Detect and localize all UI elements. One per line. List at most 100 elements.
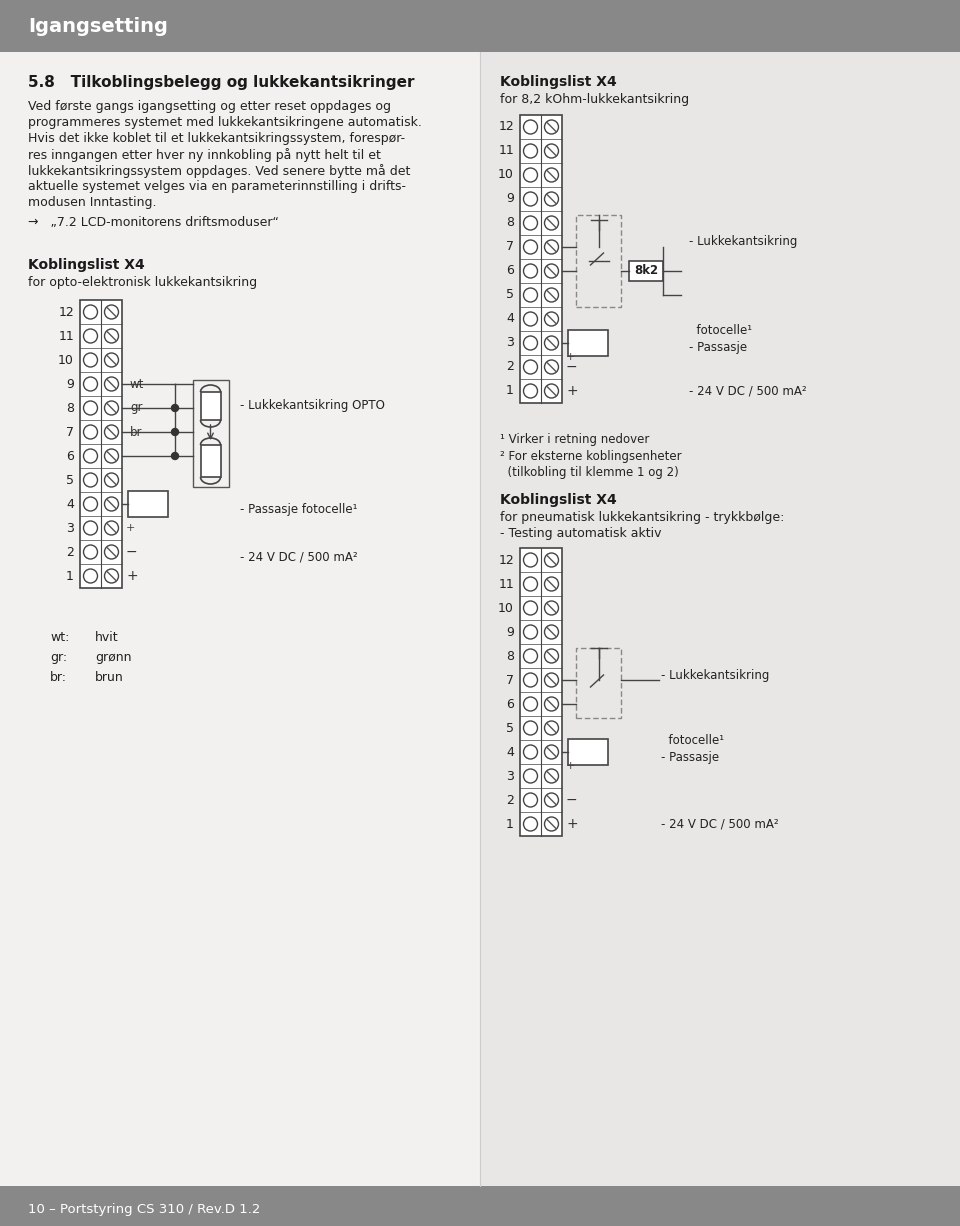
Text: br:: br:: [50, 671, 67, 684]
Circle shape: [523, 384, 538, 398]
Text: - Passasje fotocelle¹: - Passasje fotocelle¹: [241, 503, 358, 515]
Circle shape: [84, 378, 98, 391]
Text: (tilkobling til klemme 1 og 2): (tilkobling til klemme 1 og 2): [500, 466, 679, 479]
Circle shape: [523, 168, 538, 181]
Text: 9: 9: [506, 625, 514, 639]
Circle shape: [84, 449, 98, 463]
Text: 12: 12: [59, 305, 74, 319]
Text: 6: 6: [66, 450, 74, 462]
Text: aktuelle systemet velges via en parameterinnstilling i drifts-: aktuelle systemet velges via en paramete…: [28, 180, 406, 192]
Text: br: br: [130, 425, 142, 439]
Circle shape: [84, 473, 98, 487]
Text: - Testing automatisk aktiv: - Testing automatisk aktiv: [500, 527, 661, 539]
Circle shape: [84, 569, 98, 584]
Text: 11: 11: [498, 577, 514, 591]
Circle shape: [105, 449, 118, 463]
Text: →   „7.2 LCD-monitorens driftsmoduser“: → „7.2 LCD-monitorens driftsmoduser“: [28, 216, 278, 229]
Text: grønn: grønn: [95, 651, 132, 664]
Text: 8: 8: [66, 401, 74, 414]
Circle shape: [544, 120, 559, 134]
Text: wt: wt: [130, 378, 144, 391]
Text: for pneumatisk lukkekantsikring - trykkbølge:: for pneumatisk lukkekantsikring - trykkb…: [500, 511, 784, 524]
Circle shape: [84, 401, 98, 414]
Circle shape: [172, 429, 179, 435]
Circle shape: [105, 329, 118, 343]
Text: 4: 4: [506, 745, 514, 759]
Text: +: +: [566, 817, 578, 831]
Text: Koblingslist X4: Koblingslist X4: [28, 257, 145, 272]
Circle shape: [523, 601, 538, 615]
Text: ² For eksterne koblingsenheter: ² For eksterne koblingsenheter: [500, 450, 682, 463]
Text: fotocelle¹: fotocelle¹: [689, 325, 752, 337]
Text: 2: 2: [66, 546, 74, 559]
Text: 5: 5: [66, 473, 74, 487]
Circle shape: [172, 405, 179, 412]
Circle shape: [523, 553, 538, 566]
Bar: [201, 445, 221, 477]
Text: - Passasje: - Passasje: [661, 750, 719, 764]
Bar: [520, 548, 562, 836]
Circle shape: [84, 305, 98, 319]
Text: Igangsetting: Igangsetting: [28, 16, 168, 36]
Circle shape: [84, 425, 98, 439]
Text: 9: 9: [506, 192, 514, 206]
Text: 7: 7: [66, 425, 74, 439]
Text: 6: 6: [506, 265, 514, 277]
Circle shape: [523, 240, 538, 254]
Text: 10: 10: [498, 602, 514, 614]
Circle shape: [544, 216, 559, 230]
Circle shape: [105, 569, 118, 584]
Text: 10 – Portstyring CS 310 / Rev.D 1.2: 10 – Portstyring CS 310 / Rev.D 1.2: [28, 1204, 260, 1216]
Circle shape: [544, 143, 559, 158]
Text: −: −: [126, 546, 137, 559]
Circle shape: [84, 329, 98, 343]
Text: +: +: [566, 384, 578, 398]
Circle shape: [105, 473, 118, 487]
Circle shape: [523, 360, 538, 374]
Circle shape: [84, 497, 98, 511]
Circle shape: [523, 649, 538, 663]
Circle shape: [544, 577, 559, 591]
Text: hvit: hvit: [95, 631, 119, 644]
Circle shape: [523, 698, 538, 711]
Text: 2: 2: [506, 793, 514, 807]
Text: 5.8   Tilkoblingsbelegg og lukkekantsikringer: 5.8 Tilkoblingsbelegg og lukkekantsikrin…: [28, 75, 415, 89]
Text: - 24 V DC / 500 mA²: - 24 V DC / 500 mA²: [661, 818, 779, 830]
Text: modusen Inntasting.: modusen Inntasting.: [28, 196, 156, 208]
Circle shape: [105, 497, 118, 511]
Circle shape: [544, 769, 559, 783]
Text: brun: brun: [95, 671, 124, 684]
Text: 7: 7: [506, 240, 514, 254]
Circle shape: [544, 817, 559, 831]
Text: - Lukkekantsikring: - Lukkekantsikring: [661, 668, 769, 682]
Circle shape: [523, 120, 538, 134]
Circle shape: [523, 192, 538, 206]
Circle shape: [105, 378, 118, 391]
Bar: [201, 392, 221, 421]
Circle shape: [544, 264, 559, 278]
Circle shape: [523, 625, 538, 639]
Circle shape: [523, 311, 538, 326]
Circle shape: [544, 311, 559, 326]
Circle shape: [523, 264, 538, 278]
Circle shape: [105, 401, 118, 414]
Text: 5: 5: [506, 288, 514, 302]
Circle shape: [84, 546, 98, 559]
Text: 3: 3: [506, 336, 514, 349]
Circle shape: [544, 192, 559, 206]
Bar: [568, 739, 608, 765]
Bar: [0, 1186, 960, 1226]
Text: 1: 1: [506, 818, 514, 830]
Circle shape: [105, 425, 118, 439]
Text: res inngangen etter hver ny innkobling på nytt helt til et: res inngangen etter hver ny innkobling p…: [28, 148, 381, 162]
Circle shape: [105, 353, 118, 367]
Bar: [193, 380, 228, 487]
Circle shape: [84, 521, 98, 535]
Text: 4: 4: [66, 498, 74, 510]
Text: 8: 8: [506, 217, 514, 229]
Bar: [480, 51, 960, 1186]
Circle shape: [523, 769, 538, 783]
Text: 4: 4: [506, 313, 514, 325]
Text: 1: 1: [66, 570, 74, 582]
Text: 9: 9: [66, 378, 74, 391]
